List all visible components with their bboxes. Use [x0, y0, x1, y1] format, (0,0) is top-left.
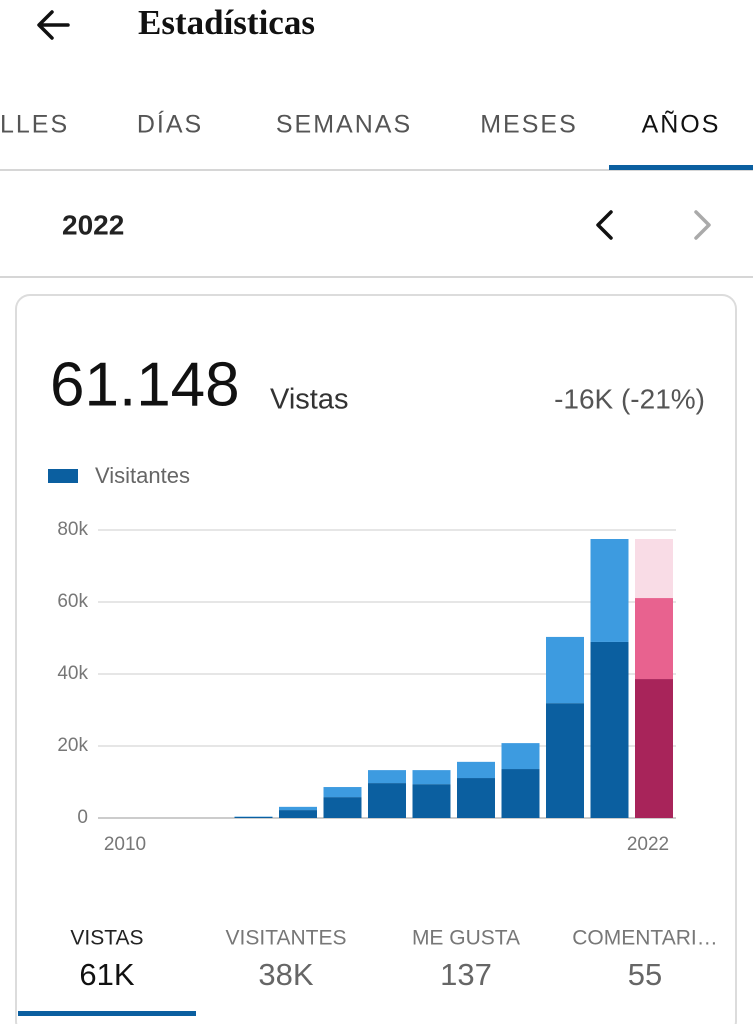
tab[interactable]: MESES — [480, 111, 578, 139]
tab-label: SEMANAS — [276, 111, 412, 139]
stat-value: 137 — [440, 957, 492, 992]
bar-segment — [590, 641, 629, 818]
tab-label: LLES — [0, 111, 69, 139]
tab[interactable]: AÑOS — [609, 110, 753, 170]
back-arrow — [37, 10, 70, 40]
stat-tab[interactable]: VISITANTES 38K — [226, 927, 347, 993]
y-tick-label: 60k — [57, 591, 88, 612]
tab[interactable]: LLES — [0, 111, 69, 139]
back-button[interactable] — [37, 10, 70, 40]
tab[interactable]: SEMANAS — [276, 111, 412, 139]
bar-segment — [457, 778, 495, 818]
period-label: 2022 — [62, 209, 124, 240]
stat-value: 38K — [258, 957, 313, 992]
next-period — [694, 210, 711, 240]
y-tick-label: 80k — [57, 519, 88, 540]
tab-label: DÍAS — [137, 110, 203, 139]
stat-tab[interactable]: VISTAS 61K — [18, 927, 196, 1016]
bar-segment — [457, 761, 495, 779]
stat-tab[interactable]: ME GUSTA 137 — [412, 927, 520, 993]
stats-card — [15, 294, 737, 1024]
bar-segment — [546, 636, 584, 704]
tab-label: MESES — [480, 111, 578, 139]
legend-swatch — [48, 469, 78, 483]
change: -16K (-21%) — [554, 383, 705, 414]
tab[interactable]: DÍAS — [137, 110, 203, 139]
y-tick-label: 20k — [57, 735, 88, 756]
bar-segment — [412, 770, 451, 785]
total-unit: Vistas — [270, 384, 348, 416]
bar-segment — [590, 539, 629, 642]
stat-value: 55 — [628, 957, 662, 992]
x-tick-label: 2010 — [104, 834, 146, 855]
tab-indicator — [609, 165, 753, 170]
x-tick-label: 2022 — [627, 834, 669, 855]
legend-label: Visitantes — [95, 463, 190, 488]
bar-segment — [368, 783, 406, 818]
stat-value: 61K — [79, 957, 134, 992]
bar-segment — [323, 797, 362, 818]
bar-segment — [412, 784, 451, 818]
y-tick-label: 0 — [77, 807, 88, 828]
bar-segment — [368, 770, 406, 784]
bar-segment — [279, 810, 317, 818]
bar-segment — [635, 679, 673, 818]
bar-segment — [635, 598, 673, 680]
y-tick-label: 40k — [57, 663, 88, 684]
total-views: 61.148 — [50, 350, 240, 419]
bar-segment — [279, 806, 317, 811]
stat-label: ME GUSTA — [412, 927, 520, 950]
bar-segment — [323, 787, 362, 798]
page-title: Estadísticas — [138, 3, 315, 42]
stat-label: VISITANTES — [226, 927, 347, 950]
stat-indicator — [18, 1011, 196, 1016]
bar-segment — [546, 703, 584, 818]
tab-label: AÑOS — [642, 110, 721, 139]
stat-label: COMENTARI… — [572, 927, 717, 950]
bar-segment — [234, 816, 273, 818]
bar-segment — [501, 769, 540, 818]
stat-tab[interactable]: COMENTARI… 55 — [572, 927, 717, 993]
previous-period[interactable] — [596, 210, 613, 240]
bar-segment — [501, 743, 540, 770]
bar-segment — [635, 539, 673, 599]
stat-label: VISTAS — [70, 927, 143, 950]
